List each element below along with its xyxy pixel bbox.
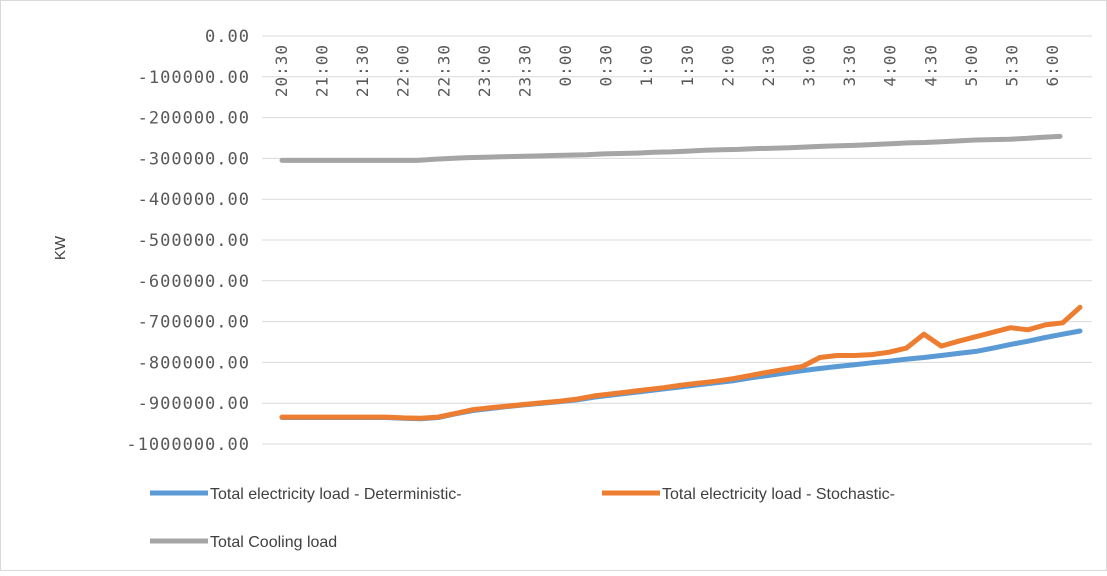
- y-tick-label: -700000.00: [138, 313, 250, 333]
- y-tick-label: -200000.00: [138, 109, 250, 129]
- x-tick-label: 5:30: [1002, 44, 1021, 87]
- legend-label: Total Cooling load: [210, 534, 337, 551]
- x-tick-label: 5:00: [962, 44, 981, 87]
- y-tick-label: -600000.00: [138, 272, 250, 292]
- x-tick-label: 1:30: [678, 44, 697, 87]
- series-line-3: [279, 133, 1063, 163]
- x-tick-label: 22:30: [434, 44, 453, 97]
- y-tick-label: -500000.00: [138, 231, 250, 251]
- legend-label: Total electricity load - Stochastic-: [662, 486, 895, 503]
- x-tick-label: 20:30: [272, 44, 291, 97]
- x-tick-label: 4:00: [881, 44, 900, 87]
- x-tick-label: 23:30: [515, 44, 534, 97]
- x-tick-label: 1:00: [637, 44, 656, 87]
- series-lines: [279, 133, 1083, 422]
- y-axis-tick-labels: 0.00 -100000.00 -200000.00 -300000.00 -40000…: [126, 27, 250, 455]
- x-tick-label: 4:30: [921, 44, 940, 87]
- y-tick-label: -400000.00: [138, 190, 250, 210]
- x-tick-label: 22:00: [394, 44, 413, 97]
- x-tick-label: 0:30: [597, 44, 616, 87]
- y-tick-label: -800000.00: [138, 353, 250, 373]
- series-line-2: [279, 304, 1083, 421]
- x-tick-label: 21:00: [313, 44, 332, 97]
- y-tick-label: -100000.00: [138, 68, 250, 88]
- x-tick-label: 3:00: [800, 44, 819, 87]
- x-tick-label: 23:00: [475, 44, 494, 97]
- x-tick-label: 3:30: [840, 44, 859, 87]
- y-tick-label: 0.00: [205, 27, 250, 47]
- legend: Total electricity load - Deterministic- T…: [150, 486, 895, 551]
- x-tick-label: 2:00: [718, 44, 737, 87]
- y-tick-label: -300000.00: [138, 149, 250, 169]
- x-tick-label: 21:30: [353, 44, 372, 97]
- y-tick-label: -900000.00: [138, 394, 250, 414]
- legend-label: Total electricity load - Deterministic-: [210, 486, 462, 503]
- gridlines: [262, 35, 1092, 445]
- y-axis-title: KW: [52, 235, 69, 260]
- x-tick-label: 0:00: [556, 44, 575, 87]
- x-tick-label: 6:00: [1043, 44, 1062, 87]
- x-tick-label: 2:30: [759, 44, 778, 87]
- x-axis-tick-labels: 20:30 21:00 21:30 22:00 22:30 23:00 23:30 0:00 0…: [272, 44, 1062, 97]
- y-tick-label: -1000000.00: [126, 435, 250, 455]
